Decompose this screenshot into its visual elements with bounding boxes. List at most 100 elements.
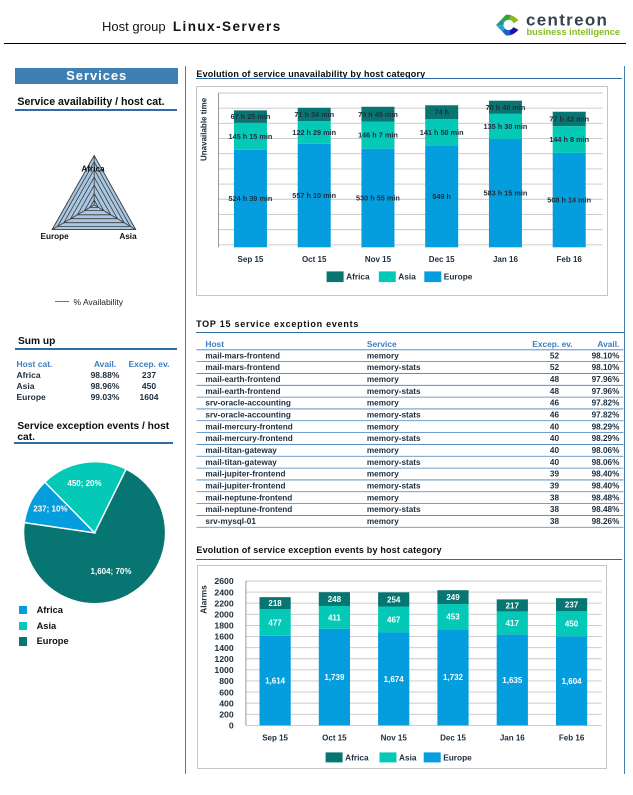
svg-text:237; 10%: 237; 10% (33, 504, 67, 513)
svg-text:memory-stats: memory-stats (367, 481, 421, 490)
svg-text:Africa: Africa (81, 165, 105, 174)
svg-text:Oct 15: Oct 15 (302, 255, 327, 264)
svg-text:135 h 30 min: 135 h 30 min (484, 122, 528, 131)
svg-text:Europe: Europe (443, 752, 472, 762)
svg-text:0: 0 (229, 721, 234, 731)
svg-text:memory: memory (367, 493, 399, 502)
svg-text:Dec 15: Dec 15 (429, 255, 455, 264)
svg-text:39: 39 (550, 470, 560, 479)
svg-text:memory: memory (367, 517, 399, 526)
svg-text:583 h 15 min: 583 h 15 min (484, 189, 528, 198)
svg-text:mail-mars-frontend: mail-mars-frontend (205, 363, 280, 372)
svg-text:79 h 45 min: 79 h 45 min (358, 110, 398, 119)
svg-text:217: 217 (506, 601, 520, 610)
svg-text:2600: 2600 (214, 576, 233, 586)
svg-text:Jan 16: Jan 16 (500, 733, 525, 742)
svg-text:1,614: 1,614 (265, 677, 286, 686)
svg-text:70 h 40 min: 70 h 40 min (486, 103, 526, 112)
svg-text:52: 52 (550, 351, 560, 360)
svg-text:Asia: Asia (398, 272, 416, 282)
svg-text:71 h 34 min: 71 h 34 min (294, 110, 334, 119)
svg-text:46: 46 (550, 410, 560, 419)
svg-text:98.40%: 98.40% (592, 481, 620, 490)
svg-text:40: 40 (550, 458, 560, 467)
svg-text:Asia: Asia (399, 752, 417, 762)
svg-text:2000: 2000 (214, 610, 233, 620)
svg-text:Host: Host (205, 339, 224, 349)
svg-text:218: 218 (268, 599, 282, 608)
svg-text:97.82%: 97.82% (592, 399, 620, 408)
svg-text:144 h 8 min: 144 h 8 min (549, 135, 589, 144)
svg-text:97.96%: 97.96% (592, 375, 620, 384)
svg-text:Sep 15: Sep 15 (238, 255, 264, 264)
svg-text:549 h: 549 h (432, 192, 451, 201)
svg-text:1400: 1400 (214, 643, 233, 653)
svg-text:97.82%: 97.82% (592, 410, 620, 419)
svg-text:145 h 15 min: 145 h 15 min (229, 132, 273, 141)
svg-text:600: 600 (219, 687, 234, 697)
svg-text:477: 477 (268, 618, 282, 627)
svg-text:Feb 16: Feb 16 (557, 255, 583, 264)
svg-text:98.48%: 98.48% (592, 493, 620, 502)
svg-text:memory-stats: memory-stats (367, 363, 421, 372)
svg-text:memory-stats: memory-stats (367, 505, 421, 514)
svg-text:centreon: centreon (526, 11, 608, 30)
svg-text:1800: 1800 (214, 621, 233, 631)
svg-text:srv-oracle-accounting: srv-oracle-accounting (205, 399, 291, 408)
svg-text:memory-stats: memory-stats (367, 458, 421, 467)
svg-text:39: 39 (550, 481, 560, 490)
svg-text:1000: 1000 (214, 665, 233, 675)
svg-text:srv-oracle-accounting: srv-oracle-accounting (205, 410, 291, 419)
svg-text:2400: 2400 (214, 587, 233, 597)
svg-text:Sep 15: Sep 15 (262, 733, 288, 742)
svg-text:Africa: Africa (345, 752, 369, 762)
svg-text:Nov 15: Nov 15 (365, 255, 392, 264)
svg-text:Alarms: Alarms (199, 585, 209, 614)
svg-text:40: 40 (550, 422, 560, 431)
svg-text:98.29%: 98.29% (592, 434, 620, 443)
svg-text:1,604; 70%: 1,604; 70% (91, 567, 132, 576)
svg-text:417: 417 (506, 619, 520, 628)
svg-text:249: 249 (446, 593, 460, 602)
svg-text:453: 453 (446, 613, 460, 622)
svg-text:800: 800 (219, 676, 234, 686)
svg-text:67 h 25 min: 67 h 25 min (231, 112, 271, 121)
svg-text:Asia: Asia (119, 232, 137, 241)
svg-text:98.48%: 98.48% (592, 505, 620, 514)
svg-text:77 h 43 min: 77 h 43 min (549, 115, 589, 124)
svg-text:141 h 50 min: 141 h 50 min (420, 128, 464, 137)
svg-text:mail-mars-frontend: mail-mars-frontend (205, 351, 280, 360)
svg-text:mail-mercury-frontend: mail-mercury-frontend (205, 434, 292, 443)
svg-text:98.06%: 98.06% (592, 446, 620, 455)
svg-text:46: 46 (550, 399, 560, 408)
svg-text:237: 237 (565, 601, 579, 610)
svg-text:mail-earth-frontend: mail-earth-frontend (205, 387, 280, 396)
svg-text:mail-earth-frontend: mail-earth-frontend (205, 375, 280, 384)
svg-text:48: 48 (550, 387, 560, 396)
svg-text:memory: memory (367, 422, 399, 431)
svg-text:122 h 29 min: 122 h 29 min (292, 128, 336, 137)
svg-text:memory: memory (367, 375, 399, 384)
svg-text:mail-neptune-frontend: mail-neptune-frontend (205, 493, 292, 502)
svg-text:1200: 1200 (214, 654, 233, 664)
svg-text:98.10%: 98.10% (592, 363, 620, 372)
svg-text:Europe: Europe (444, 272, 473, 282)
svg-text:mail-titan-gateway: mail-titan-gateway (205, 458, 277, 467)
svg-text:mail-mercury-frontend: mail-mercury-frontend (205, 422, 292, 431)
svg-text:1,635: 1,635 (502, 676, 523, 685)
svg-text:524 h 39 min: 524 h 39 min (229, 194, 273, 203)
svg-text:40: 40 (550, 434, 560, 443)
svg-text:254: 254 (387, 595, 401, 604)
svg-text:memory: memory (367, 470, 399, 479)
svg-text:Jan 16: Jan 16 (493, 255, 518, 264)
svg-text:1,674: 1,674 (384, 675, 405, 684)
svg-text:1600: 1600 (214, 632, 233, 642)
svg-text:Oct 15: Oct 15 (322, 733, 347, 742)
svg-text:38: 38 (550, 505, 560, 514)
svg-text:98.06%: 98.06% (592, 458, 620, 467)
svg-text:business intelligence: business intelligence (527, 27, 621, 37)
svg-text:1,739: 1,739 (324, 673, 345, 682)
svg-text:74 h: 74 h (434, 108, 449, 117)
svg-text:48: 48 (550, 375, 560, 384)
svg-text:98.10%: 98.10% (592, 351, 620, 360)
